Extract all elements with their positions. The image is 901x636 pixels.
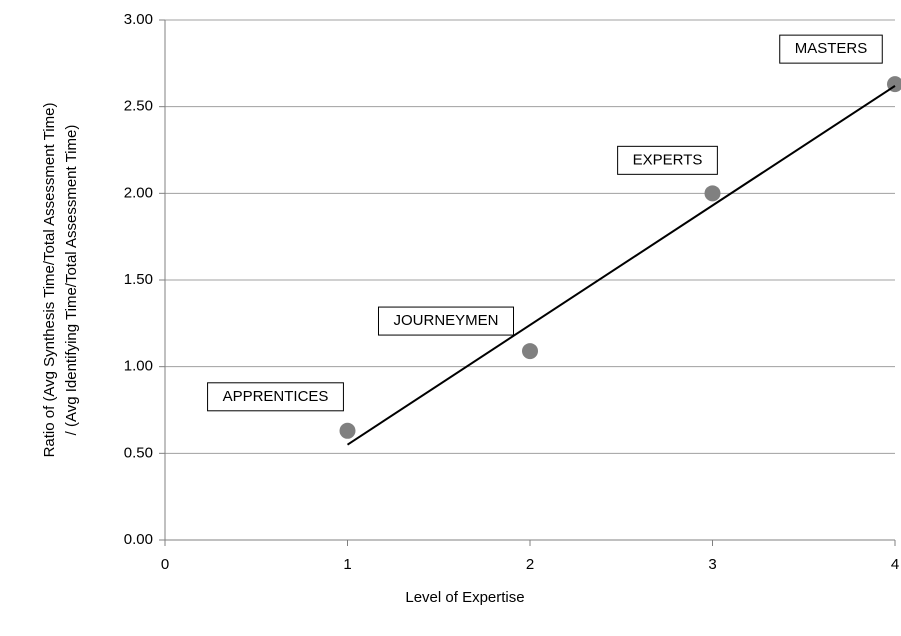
- x-tick-label: 2: [526, 556, 534, 573]
- x-tick-label: 3: [708, 556, 716, 573]
- trendline: [346, 85, 896, 446]
- x-tick-label: 1: [343, 556, 351, 573]
- y-tick-label: 1.50: [124, 271, 153, 288]
- point: [339, 422, 356, 439]
- y-axis-label: / (Avg Identifying Time/Total Assessment…: [63, 125, 80, 436]
- x-tick-label: 0: [161, 556, 169, 573]
- y-axis-label: Ratio of (Avg Synthesis Time/Total Asses…: [41, 103, 58, 458]
- y-tick-label: 3.00: [124, 11, 153, 28]
- label-box: [779, 34, 883, 64]
- point-label: EXPERTS: [633, 151, 703, 168]
- label-box: [207, 382, 344, 412]
- label-box: [377, 306, 515, 336]
- point-label: APPRENTICES: [223, 388, 329, 405]
- point-label: MASTERS: [795, 40, 868, 57]
- x-tick-label: 4: [891, 556, 899, 573]
- point-label: JOURNEYMEN: [393, 312, 498, 329]
- point: [522, 343, 538, 360]
- y-tick-label: 2.50: [124, 98, 153, 115]
- y-tick-label: 0.00: [124, 531, 153, 548]
- y-tick-label: 1.00: [124, 358, 153, 375]
- y-tick-label: 2.00: [124, 184, 153, 201]
- label-box: [617, 145, 718, 175]
- point: [704, 185, 721, 202]
- y-tick-label: 0.50: [124, 444, 153, 461]
- x-axis-label: Level of Expertise: [405, 589, 524, 606]
